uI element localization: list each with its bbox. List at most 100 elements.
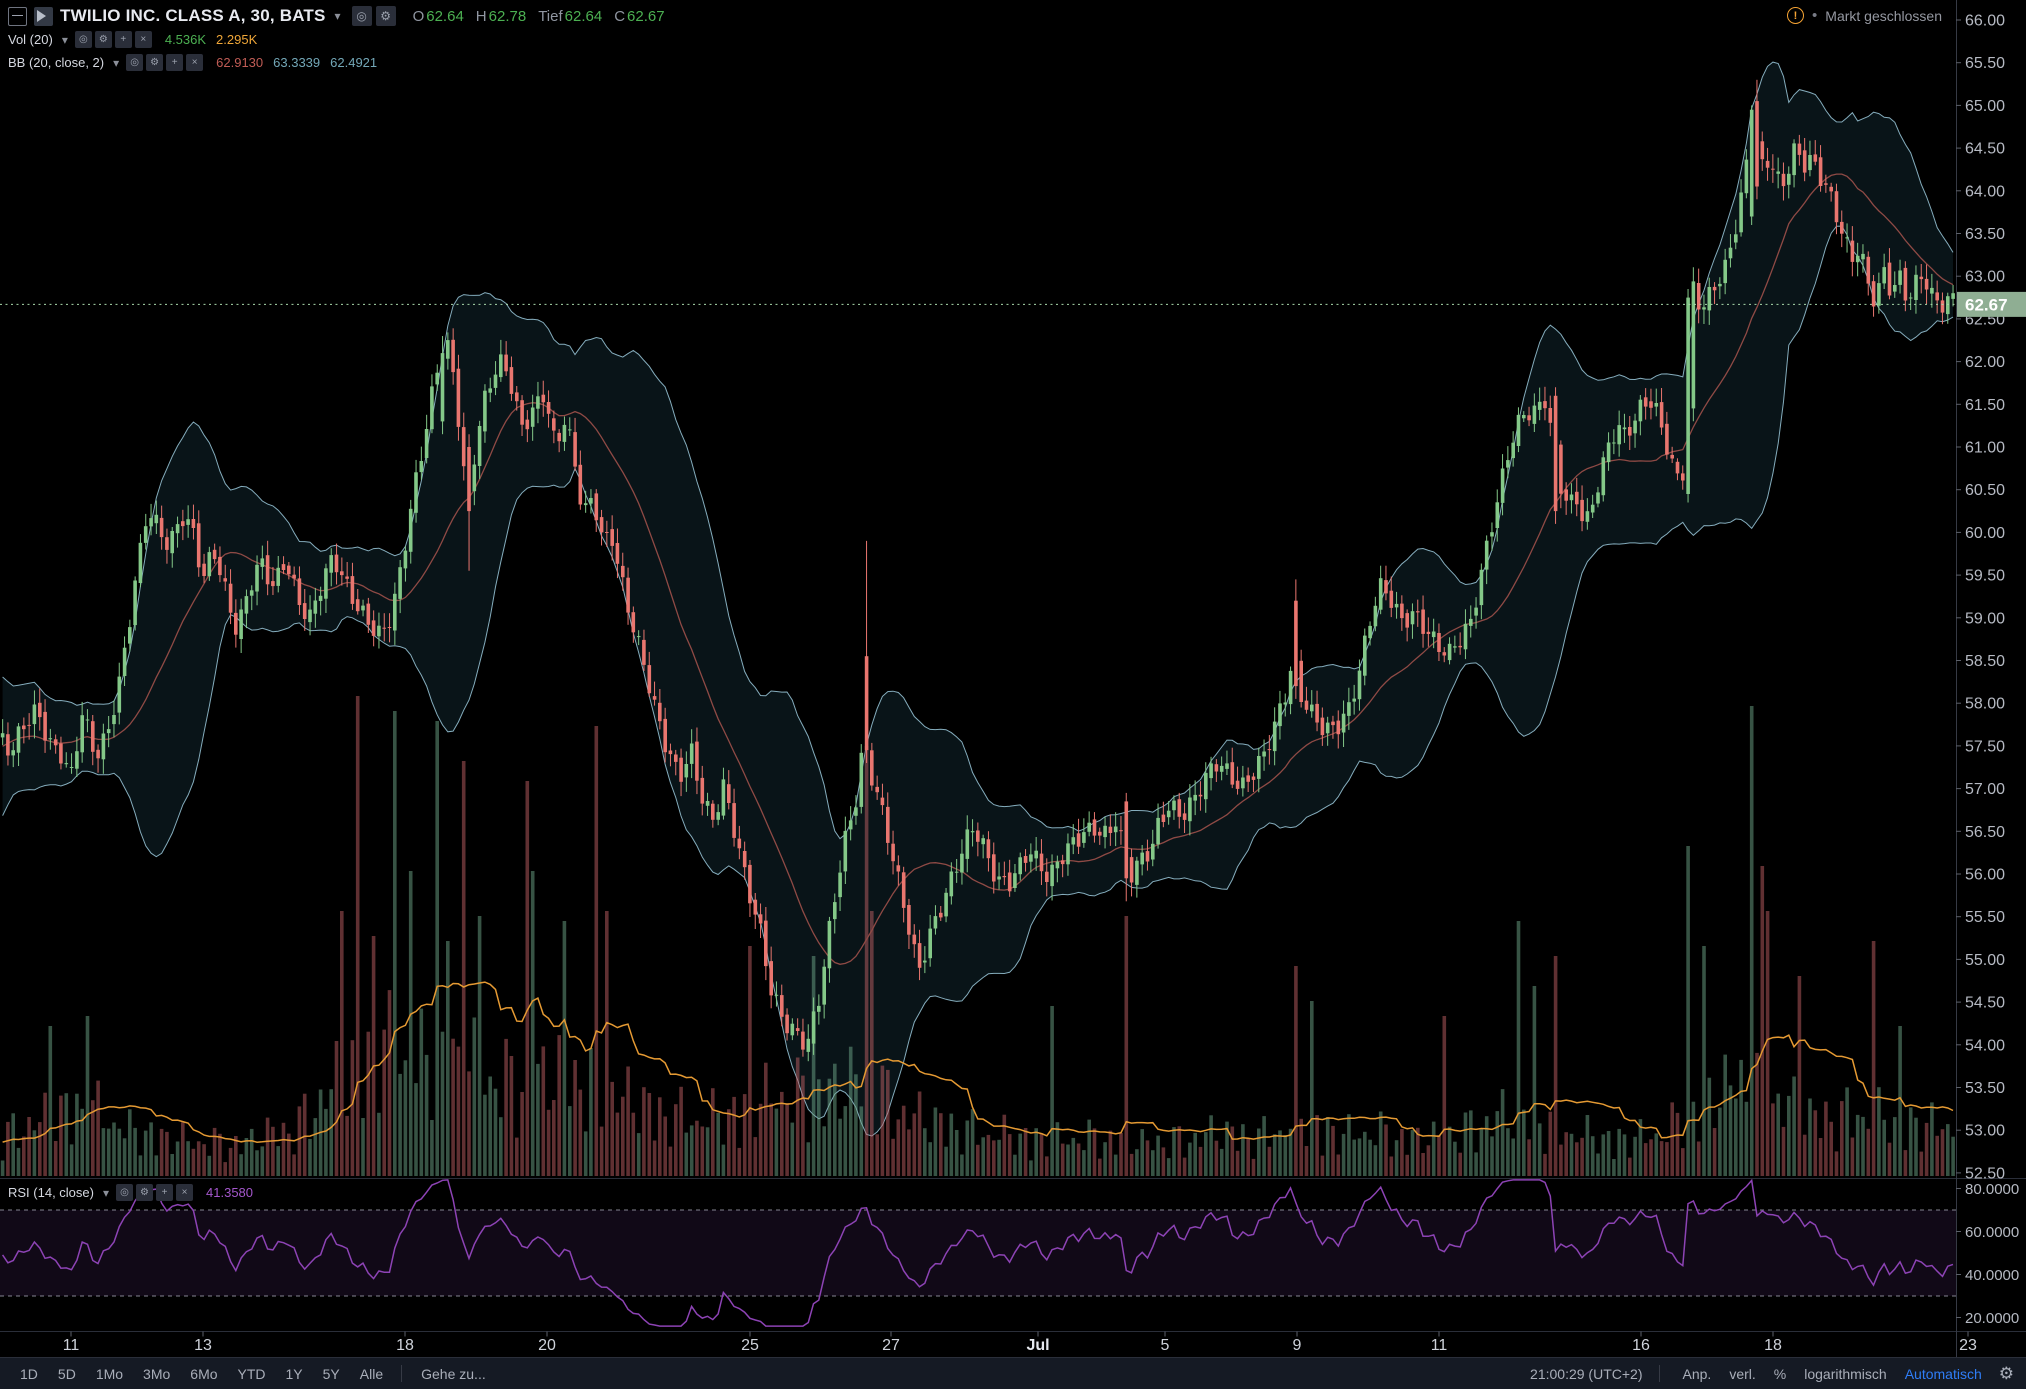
volume-value: 2.295K [216, 32, 258, 47]
range-button-5y[interactable]: 5Y [322, 1365, 340, 1382]
add-indicator-icon[interactable]: + [166, 54, 184, 71]
range-button-1d[interactable]: 1D [20, 1365, 38, 1382]
svg-text:66.00: 66.00 [1965, 13, 2005, 30]
svg-text:65.50: 65.50 [1965, 55, 2005, 72]
svg-text:57.50: 57.50 [1965, 738, 2005, 755]
svg-text:65.00: 65.00 [1965, 98, 2005, 115]
layout-window-icon[interactable] [8, 6, 27, 26]
bb-value: 62.4921 [330, 55, 378, 70]
candles [0, 79, 1955, 1062]
scale-option-logarithmisch[interactable]: logarithmisch [1804, 1365, 1887, 1382]
svg-text:18: 18 [396, 1337, 414, 1354]
bb-value: 62.9130 [216, 55, 264, 70]
remove-indicator-icon[interactable]: × [176, 1184, 194, 1201]
range-button-5d[interactable]: 5D [57, 1365, 76, 1382]
ohlc-item: H 62.78 [476, 8, 526, 25]
hide-indicator-icon[interactable]: ◎ [116, 1184, 134, 1201]
svg-text:63.00: 63.00 [1965, 269, 2005, 286]
ohlc-values: O 62.64 H 62.78 Tief 62.64 C 62.67 [413, 8, 665, 25]
ohlc-label: Tief [538, 7, 563, 25]
axis-settings-gear-icon[interactable]: ⚙ [1998, 1363, 2014, 1383]
settings-gear-icon[interactable]: ⚙ [375, 6, 396, 26]
time-axis[interactable]: 11 13 18 20 25 27 Jul 5 9 11 16 18 23 [63, 1331, 1977, 1355]
rsi-axis[interactable]: 80.0000 60.0000 40.0000 20.0000 [1956, 1181, 2019, 1327]
chevron-down-icon[interactable]: ▾ [61, 32, 68, 47]
volume-indicator-label[interactable]: Vol (20) [8, 32, 53, 47]
ohlc-value: 62.64 [426, 7, 464, 25]
bb-legend: BB (20, close, 2) ▾ ◎ ⚙ + × 62.9130 63.3339 6… [8, 54, 377, 71]
last-price-badge: 62.67 [1957, 291, 2026, 317]
svg-text:53.50: 53.50 [1965, 1080, 2005, 1097]
svg-text:5: 5 [1161, 1337, 1170, 1354]
ohlc-label: H [475, 7, 487, 25]
goto-date-button[interactable]: Gehe zu... [421, 1365, 486, 1382]
remove-indicator-icon[interactable]: × [186, 54, 204, 71]
svg-text:20: 20 [538, 1337, 556, 1354]
svg-text:11: 11 [1431, 1337, 1448, 1354]
svg-text:54.00: 54.00 [1965, 1037, 2005, 1054]
svg-text:Jul: Jul [1026, 1337, 1049, 1354]
bottom-toolbar: 1D 5D 1Mo 3Mo 6Mo YTD 1Y 5Y Alle Gehe zu... 21:0… [0, 1357, 2026, 1389]
add-indicator-icon[interactable]: + [156, 1184, 174, 1201]
rsi-indicator-label[interactable]: RSI (14, close) [8, 1185, 94, 1200]
range-buttons: 1D 5D 1Mo 3Mo 6Mo YTD 1Y 5Y Alle [12, 1363, 391, 1385]
hide-indicator-icon[interactable]: ◎ [126, 54, 144, 71]
ohlc-value: 62.67 [627, 7, 665, 25]
svg-text:62.67: 62.67 [1965, 295, 2008, 314]
add-indicator-icon[interactable]: + [114, 31, 132, 48]
range-button-3mo[interactable]: 3Mo [143, 1365, 171, 1382]
volume-ma-line [2, 981, 1954, 1143]
range-button-1y[interactable]: 1Y [285, 1365, 303, 1382]
warning-icon: ! [1787, 7, 1805, 24]
remove-indicator-icon[interactable]: × [134, 31, 152, 48]
hide-indicator-icon[interactable]: ◎ [74, 31, 92, 48]
indicator-settings-icon[interactable]: ⚙ [136, 1184, 154, 1201]
svg-text:59.00: 59.00 [1965, 610, 2005, 627]
scale-option-verl[interactable]: verl. [1729, 1365, 1756, 1382]
scale-option-%[interactable]: % [1773, 1365, 1787, 1382]
range-button-1mo[interactable]: 1Mo [95, 1365, 124, 1382]
indicator-settings-icon[interactable]: ⚙ [94, 31, 112, 48]
ohlc-value: 62.78 [488, 7, 527, 25]
scale-option-anp[interactable]: Anp. [1682, 1365, 1712, 1382]
chart-canvas[interactable]: 66.00 65.50 65.00 64.50 64.00 63.50 63.00 62.50… [0, 0, 2026, 1357]
symbol-logo-icon [34, 6, 53, 26]
status-dot-icon: • [1812, 7, 1818, 24]
svg-text:57.00: 57.00 [1965, 781, 2005, 798]
svg-text:58.00: 58.00 [1965, 696, 2005, 713]
svg-text:11: 11 [63, 1337, 80, 1354]
svg-text:27: 27 [882, 1337, 900, 1354]
rsi-line [1, 1178, 1954, 1327]
bollinger-band [2, 61, 1954, 1137]
chevron-down-icon[interactable]: ▾ [102, 1185, 110, 1200]
session-clock[interactable]: 21:00:29 (UTC+2) [1530, 1365, 1643, 1382]
ohlc-value: 62.64 [564, 7, 603, 25]
svg-text:16: 16 [1632, 1337, 1650, 1354]
range-button-6mo[interactable]: 6Mo [190, 1365, 218, 1382]
svg-text:20.0000: 20.0000 [1965, 1310, 2019, 1327]
svg-text:53.00: 53.00 [1965, 1123, 2005, 1140]
chevron-down-icon[interactable]: ▾ [334, 9, 341, 23]
svg-text:64.50: 64.50 [1965, 141, 2005, 158]
ohlc-label: O [412, 7, 425, 25]
toolbar-divider [1658, 1365, 1660, 1382]
svg-text:55.50: 55.50 [1965, 909, 2005, 926]
scale-option-automatisch[interactable]: Automatisch [1904, 1365, 1982, 1382]
chart-svg[interactable]: 66.0065.5065.0064.5064.0063.5063.0062.50… [0, 0, 2026, 1357]
indicator-settings-icon[interactable]: ⚙ [146, 54, 164, 71]
svg-text:58.50: 58.50 [1965, 653, 2005, 670]
hide-marks-icon[interactable]: ◎ [351, 6, 372, 26]
svg-text:61.50: 61.50 [1965, 397, 2005, 414]
svg-text:13: 13 [194, 1337, 212, 1354]
range-button-ytd[interactable]: YTD [237, 1365, 266, 1382]
range-button-alle[interactable]: Alle [359, 1365, 384, 1382]
chevron-down-icon[interactable]: ▾ [113, 55, 120, 70]
svg-text:25: 25 [741, 1337, 759, 1354]
price-axis[interactable]: 66.0065.5065.0064.5064.0063.5063.0062.50… [1956, 13, 2005, 1183]
svg-text:61.00: 61.00 [1965, 440, 2005, 457]
svg-text:60.0000: 60.0000 [1965, 1224, 2019, 1241]
bb-indicator-label[interactable]: BB (20, close, 2) [8, 55, 105, 70]
symbol-title[interactable]: TWILIO INC. CLASS A, 30, BATS [60, 6, 326, 25]
svg-text:54.50: 54.50 [1965, 995, 2005, 1012]
